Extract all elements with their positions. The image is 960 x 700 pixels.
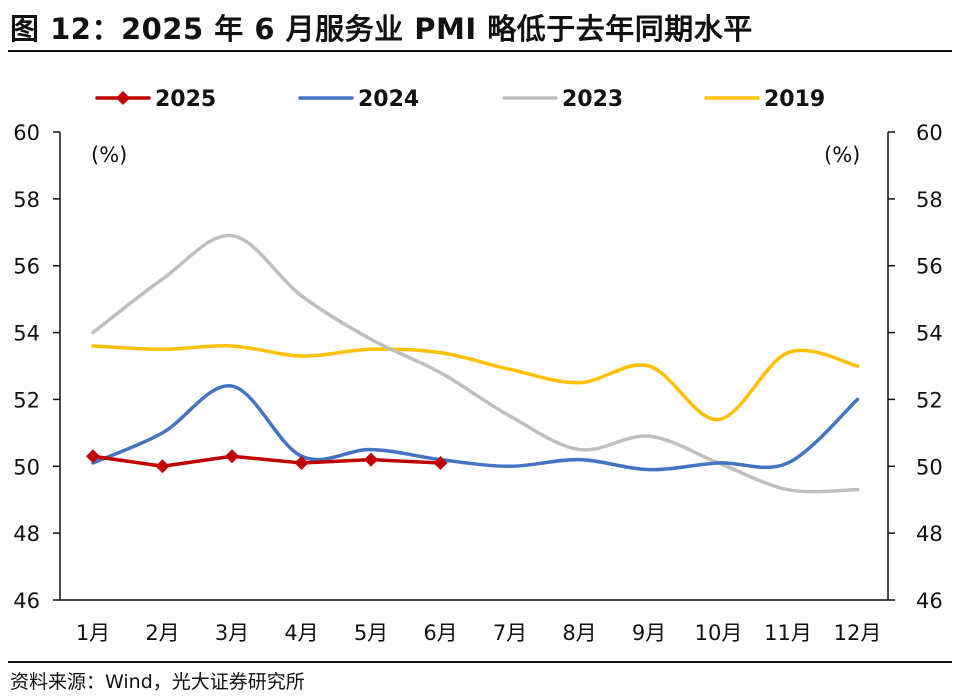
- series-line-2024: [91, 384, 860, 472]
- y-tick-label-right: 58: [916, 188, 943, 212]
- legend-label-2024: 2024: [358, 87, 419, 112]
- y-unit-label-left: (%): [91, 143, 127, 167]
- y-tick-label-left: 54: [13, 322, 40, 346]
- legend-label-2019: 2019: [764, 87, 825, 112]
- x-tick-label: 5月: [354, 621, 388, 645]
- title-divider: [8, 50, 952, 52]
- legend-marker-2025: [116, 91, 130, 105]
- footer-divider: [8, 661, 952, 663]
- y-tick-label-right: 60: [916, 121, 943, 145]
- x-tick-label: 1月: [76, 621, 110, 645]
- y-tick-label-left: 52: [13, 388, 40, 412]
- source-note: 资料来源：Wind，光大证券研究所: [10, 671, 305, 693]
- x-tick-label: 4月: [284, 621, 318, 645]
- legend-label-2023: 2023: [562, 87, 623, 112]
- x-tick-label: 12月: [834, 621, 882, 645]
- line-chart: 46 46 48 48 50 50 52 52 54 54 56 56 58 58 60 60 (%) (%) 1月…: [13, 87, 943, 645]
- series-line-2025: [91, 454, 443, 469]
- data-point-2025: [294, 455, 309, 470]
- series-line-2019: [91, 344, 860, 422]
- y-tick-label-right: 46: [916, 589, 943, 613]
- x-tick-label: 6月: [423, 621, 457, 645]
- series-line-2023: [91, 233, 860, 494]
- y-tick-label-left: 48: [13, 522, 40, 546]
- x-tick-label: 2月: [145, 621, 179, 645]
- data-point-2025: [225, 449, 239, 464]
- data-point-2025: [86, 449, 100, 464]
- y-tick-label-right: 56: [916, 255, 943, 279]
- y-tick-label-right: 54: [916, 322, 943, 346]
- x-tick-label: 9月: [632, 621, 666, 645]
- x-tick-label: 7月: [493, 621, 527, 645]
- y-tick-label-left: 58: [13, 188, 40, 212]
- chart-title: 图 12：2025 年 6 月服务业 PMI 略低于去年同期水平: [10, 12, 753, 46]
- y-tick-label-right: 52: [916, 388, 943, 412]
- x-tick-label: 8月: [562, 621, 596, 645]
- x-tick-label: 3月: [215, 621, 249, 645]
- data-point-2025: [155, 459, 170, 474]
- y-tick-label-right: 50: [916, 455, 943, 479]
- y-tick-label-left: 50: [13, 455, 40, 479]
- x-tick-label: 11月: [764, 621, 812, 645]
- legend-label-2025: 2025: [155, 87, 216, 112]
- y-unit-label-right: (%): [824, 143, 860, 167]
- data-point-2025: [433, 455, 448, 470]
- y-tick-label-left: 46: [13, 589, 40, 613]
- data-point-2025: [364, 452, 378, 467]
- y-tick-label-right: 48: [916, 522, 943, 546]
- y-tick-label-left: 56: [13, 255, 40, 279]
- y-tick-label-left: 60: [13, 121, 40, 145]
- x-tick-label: 10月: [695, 621, 743, 645]
